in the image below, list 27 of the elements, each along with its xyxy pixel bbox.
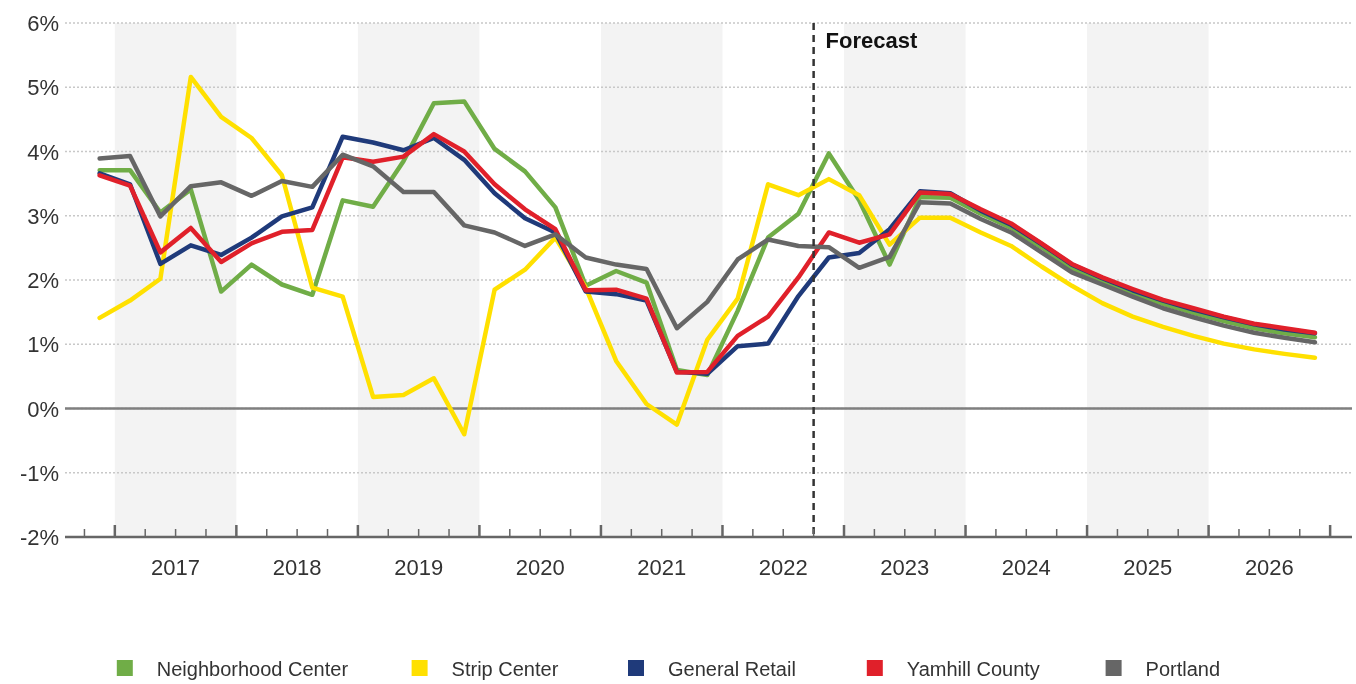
y-tick-label: 3% — [27, 203, 59, 229]
ref-line-label: Forecast — [825, 28, 918, 53]
y-tick-label: 2% — [27, 268, 59, 293]
x-tick-label: 2026 — [1244, 555, 1294, 580]
x-tick-label: 2018 — [272, 555, 322, 580]
y-tick-label: 0% — [27, 396, 59, 422]
y-tick-label: 4% — [27, 139, 59, 165]
legend-label: Yamhill County — [906, 658, 1040, 680]
x-tick-label: 2022 — [758, 555, 808, 580]
line-series — [97, 152, 1318, 345]
x-tick-label: 2024 — [1001, 555, 1051, 580]
y-tick-label: 1% — [27, 332, 59, 358]
x-tick-label: 2017 — [151, 555, 201, 580]
x-tick-label: 2021 — [637, 555, 687, 580]
line-series — [97, 74, 1318, 437]
legend-label: Strip Center — [451, 658, 559, 680]
legend-label: General Retail — [668, 658, 796, 680]
legend-label: Portland — [1145, 658, 1221, 680]
y-tick-label: -1% — [19, 460, 59, 486]
x-tick-label: 2025 — [1123, 555, 1173, 580]
y-tick-label: 6% — [27, 11, 59, 36]
legend-label: Neighborhood Center — [156, 658, 349, 680]
x-tick-label: 2019 — [394, 555, 444, 580]
y-tick-label: 5% — [27, 75, 59, 101]
x-tick-label: 2023 — [880, 555, 930, 580]
y-tick-label: -2% — [19, 525, 59, 550]
x-tick-label: 2020 — [515, 555, 565, 580]
